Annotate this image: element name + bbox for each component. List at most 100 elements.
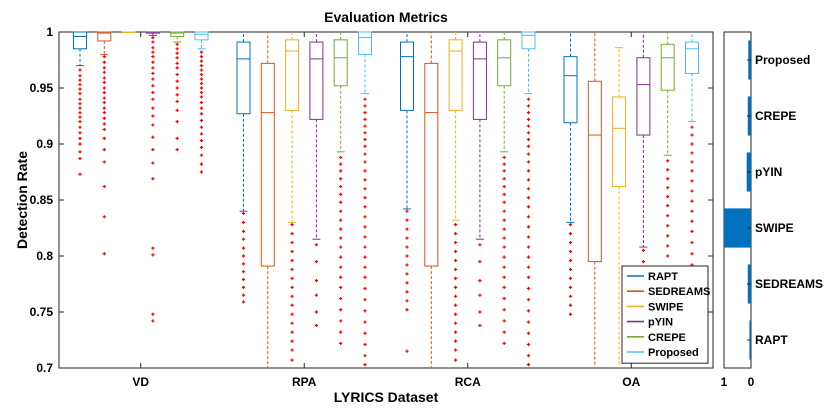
outlier-point: [151, 161, 155, 165]
outlier-point: [690, 252, 694, 256]
outlier-point: [363, 354, 367, 358]
outlier-point: [102, 80, 106, 84]
outlier-point: [151, 36, 155, 40]
outlier-point: [454, 240, 458, 245]
outlier-point: [175, 72, 179, 77]
outlier-point: [526, 342, 531, 347]
outlier-point: [314, 243, 318, 247]
outlier-point: [363, 178, 367, 182]
outlier-point: [199, 72, 204, 77]
outlier-point: [290, 312, 294, 316]
outlier-point: [290, 285, 294, 289]
outlier-point: [478, 279, 482, 283]
outlier-point: [199, 118, 204, 123]
outlier-point: [502, 209, 506, 213]
outlier-point: [690, 199, 694, 203]
outlier-point: [78, 68, 82, 72]
outlier-point: [641, 248, 645, 252]
outlier-point: [199, 112, 204, 116]
outlier-point: [363, 160, 367, 164]
outlier-point: [290, 232, 294, 236]
side-frame: [723, 31, 752, 369]
box-oa-swipe: [612, 47, 627, 368]
outlier-point: [526, 354, 531, 358]
outlier-point: [405, 218, 409, 222]
box-iqr: [194, 31, 209, 41]
outlier-point: [175, 136, 179, 140]
box-vd-rapt: [73, 31, 87, 176]
outlier-point: [339, 162, 343, 166]
outlier-point: [363, 111, 367, 115]
outlier-point: [102, 70, 106, 74]
outlier-point: [102, 148, 106, 152]
outlier-point: [102, 215, 106, 219]
outlier-point: [241, 300, 246, 304]
box-rpa-swipe: [285, 32, 300, 362]
outlier-point: [666, 224, 670, 228]
outlier-point: [363, 169, 367, 173]
outlier-point: [151, 312, 155, 316]
outlier-point: [339, 169, 343, 173]
outlier-point: [241, 246, 246, 250]
outlier-point: [405, 281, 409, 285]
outlier-point: [151, 84, 155, 88]
outlier-point: [290, 330, 294, 334]
y-tick-label: 0.95: [30, 81, 54, 95]
outlier-point: [151, 90, 155, 95]
outlier-point: [78, 78, 82, 82]
outlier-point: [175, 42, 179, 46]
outlier-point: [666, 177, 670, 181]
outlier-point: [339, 236, 343, 240]
outlier-point: [175, 86, 179, 90]
box-vd-pyin: [145, 31, 160, 323]
outlier-point: [290, 249, 294, 254]
outlier-point: [405, 209, 409, 213]
box-rpa-proposed: [358, 31, 372, 367]
outlier-point: [568, 223, 573, 227]
outlier-point: [641, 260, 645, 264]
outlier-point: [526, 124, 531, 128]
outlier-point: [526, 245, 531, 249]
box-iqr: [660, 43, 675, 91]
outlier-point: [454, 232, 458, 236]
outlier-point: [502, 341, 506, 345]
outlier-point: [339, 275, 343, 279]
outlier-point: [526, 104, 531, 108]
outlier-point: [526, 131, 531, 135]
outlier-point: [339, 209, 343, 213]
outlier-point: [102, 160, 106, 164]
outlier-point: [241, 270, 246, 274]
box-iqr: [563, 56, 578, 124]
outlier-point: [78, 131, 82, 135]
outlier-point: [526, 363, 531, 367]
outlier-point: [199, 153, 204, 157]
outlier-point: [666, 234, 670, 238]
y-axis-label: Detection Rate: [14, 151, 30, 249]
outlier-point: [526, 169, 531, 173]
outlier-point: [454, 348, 458, 352]
outlier-point: [102, 184, 106, 189]
outlier-point: [526, 152, 531, 156]
outlier-point: [363, 124, 367, 128]
outlier-point: [151, 55, 155, 59]
outlier-point: [241, 211, 246, 216]
outlier-point: [405, 254, 409, 258]
legend-label: SEDREAMS: [648, 286, 710, 298]
outlier-point: [454, 330, 458, 334]
outlier-point: [526, 144, 531, 148]
box-vd-swipe: [121, 31, 136, 33]
box-rpa-sedreams: [260, 32, 275, 368]
outlier-point: [690, 169, 694, 173]
outlier-point: [102, 76, 106, 80]
box-vd-proposed: [194, 31, 209, 174]
outlier-point: [526, 225, 531, 229]
outlier-point: [199, 86, 204, 90]
outlier-point: [290, 258, 294, 263]
outlier-point: [502, 245, 506, 249]
outlier-point: [199, 125, 204, 129]
outlier-point: [314, 260, 318, 264]
outlier-point: [78, 74, 82, 78]
outlier-point: [199, 100, 204, 105]
outlier-point: [666, 159, 670, 163]
